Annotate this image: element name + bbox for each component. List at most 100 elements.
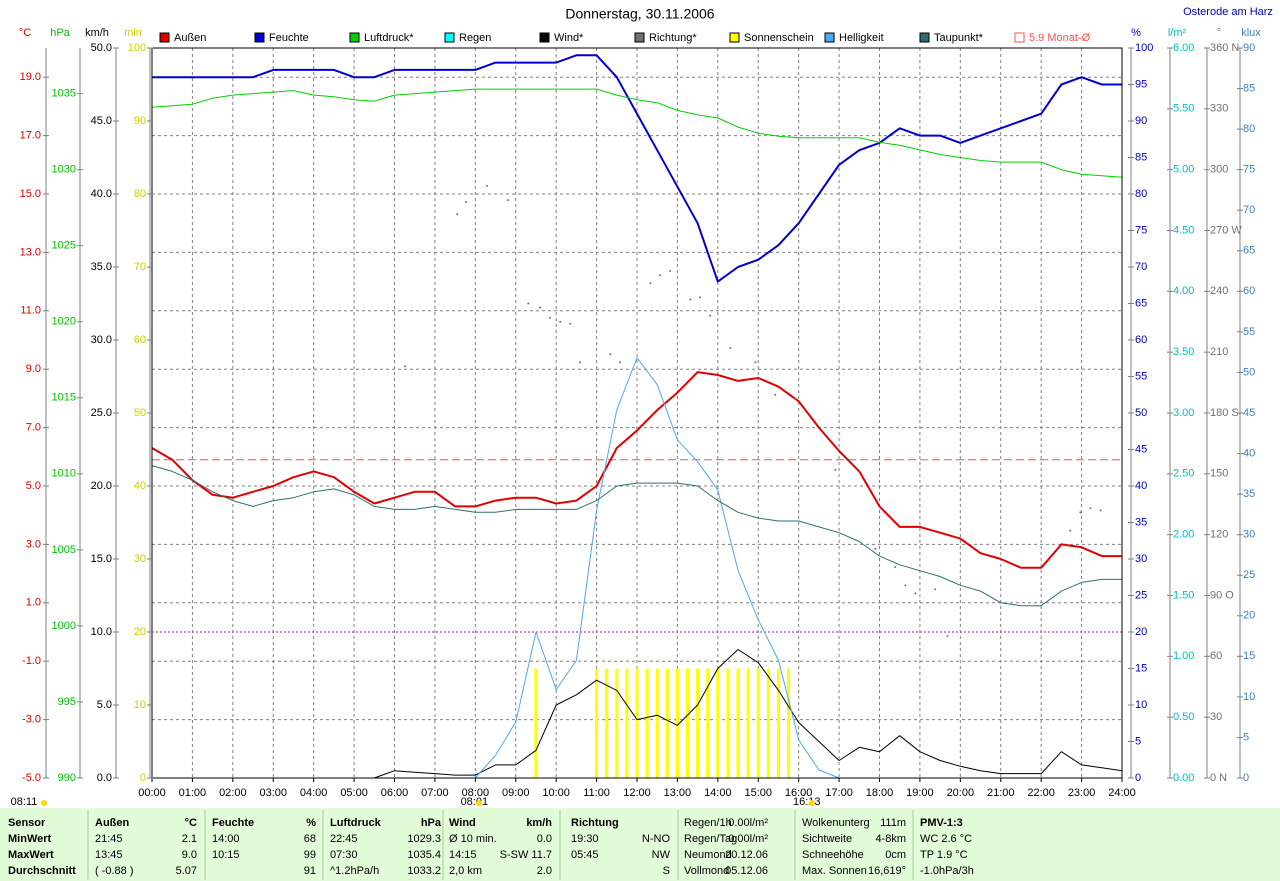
- y-tick-label: 50.0: [91, 42, 112, 54]
- y-tick-label: 13.0: [20, 246, 41, 258]
- y-tick-label: 120: [1210, 529, 1228, 541]
- y-tick-label: 5: [1135, 735, 1141, 747]
- y-tick-label: 5.0: [26, 480, 41, 492]
- y-tick-label: 1025: [52, 240, 76, 252]
- x-tick-label: 11:00: [583, 787, 610, 799]
- table-cell: MaxWert: [8, 849, 54, 861]
- axis-unit: °C: [19, 27, 31, 39]
- y-tick-label: 60: [1243, 285, 1255, 297]
- table-cell: 99: [304, 849, 316, 861]
- table-cell: 2.0: [537, 865, 552, 877]
- direction-point: [404, 365, 407, 368]
- sun-time: 16:13: [793, 796, 821, 808]
- table-cell: MinWert: [8, 833, 52, 845]
- direction-point: [904, 584, 907, 587]
- table-cell: S-SW 11.7: [500, 849, 552, 861]
- x-tick-label: 19:00: [906, 787, 934, 799]
- sun-icon: [809, 800, 815, 806]
- series-line: [151, 465, 1122, 607]
- y-tick-label: 10.0: [91, 626, 112, 638]
- table-cell: 9.0: [182, 849, 197, 861]
- x-tick-label: 05:00: [340, 787, 368, 799]
- y-tick-label: 60: [1210, 650, 1222, 662]
- table-cell: 0.0: [537, 833, 552, 845]
- chart-title: Donnerstag, 30.11.2006: [565, 6, 714, 22]
- table-cell: Luftdruck: [330, 817, 382, 829]
- x-tick-label: 24:00: [1108, 787, 1136, 799]
- direction-point: [914, 592, 917, 595]
- y-tick-label: 210: [1210, 346, 1228, 358]
- axis-unit: klux: [1241, 27, 1261, 39]
- direction-point: [649, 282, 652, 285]
- table-cell: 05.12.06: [725, 865, 768, 877]
- y-tick-label: 360 N: [1210, 42, 1239, 54]
- table-cell: 5.07: [176, 865, 197, 877]
- y-tick-label: 75: [1243, 164, 1255, 176]
- x-tick-label: 12:00: [623, 787, 651, 799]
- legend-label: 5.9 Monat-Ø: [1029, 32, 1091, 44]
- x-tick-label: 13:00: [664, 787, 692, 799]
- sunshine-bar: [615, 668, 619, 778]
- sunshine-bar: [645, 668, 649, 778]
- y-tick-label: 10: [134, 699, 146, 711]
- y-tick-label: 95: [1135, 78, 1147, 90]
- y-tick-label: 3.50: [1173, 346, 1194, 358]
- x-tick-label: 03:00: [259, 787, 287, 799]
- y-tick-label: 7.0: [26, 422, 41, 434]
- table-cell: Schneehöhe: [802, 849, 864, 861]
- y-tick-label: 80: [134, 188, 146, 200]
- y-tick-label: 60: [1135, 334, 1147, 346]
- axis-unit: %: [1131, 27, 1141, 39]
- table-cell: Sichtweite: [802, 833, 852, 845]
- y-tick-label: 50: [134, 407, 146, 419]
- y-tick-label: 25.0: [91, 407, 112, 419]
- sunshine-bar: [776, 668, 780, 778]
- legend-label: Wind*: [554, 32, 584, 44]
- sunshine-bar: [696, 668, 700, 778]
- y-tick-label: 0.50: [1173, 711, 1194, 723]
- y-tick-label: 100: [128, 42, 146, 54]
- y-tick-label: 70: [134, 261, 146, 273]
- direction-point: [669, 270, 672, 273]
- x-tick-label: 21:00: [987, 787, 1015, 799]
- table-cell: 19:30: [571, 833, 599, 845]
- x-tick-label: 22:00: [1027, 787, 1055, 799]
- direction-point: [456, 213, 459, 216]
- table-cell: 0.00l/m²: [728, 817, 768, 829]
- y-tick-label: 6.00: [1173, 42, 1194, 54]
- y-tick-label: 35: [1135, 516, 1147, 528]
- series-line: [151, 88, 1123, 178]
- y-tick-label: 10: [1243, 691, 1255, 703]
- sunshine-bar: [686, 668, 690, 778]
- direction-point: [619, 361, 622, 364]
- y-tick-label: 30: [134, 553, 146, 565]
- sunshine-bar: [726, 668, 730, 778]
- y-tick-label: 20: [1243, 610, 1255, 622]
- direction-point: [699, 296, 702, 299]
- table-cell: Regen/Tag: [684, 833, 737, 845]
- y-tick-label: 20.0: [91, 480, 112, 492]
- y-tick-label: 30: [1243, 529, 1255, 541]
- axis-unit: l/m²: [1168, 27, 1187, 39]
- x-tick-label: 17:00: [825, 787, 853, 799]
- table-cell: Wind: [449, 817, 476, 829]
- y-tick-label: 70: [1243, 204, 1255, 216]
- y-tick-label: 995: [58, 696, 76, 708]
- x-tick-label: 15:00: [744, 787, 772, 799]
- y-tick-label: 35: [1243, 488, 1255, 500]
- y-tick-label: 40: [134, 480, 146, 492]
- axis-unit: min: [124, 27, 142, 39]
- y-tick-label: 90: [1243, 42, 1255, 54]
- legend-swatch: [919, 32, 930, 43]
- y-tick-label: 1.00: [1173, 650, 1194, 662]
- y-tick-label: 65: [1243, 245, 1255, 257]
- y-tick-label: 330: [1210, 103, 1228, 115]
- y-tick-label: 30: [1210, 711, 1222, 723]
- table-cell: 1033.2: [407, 865, 441, 877]
- y-tick-label: 1020: [52, 316, 76, 328]
- y-tick-label: 2.00: [1173, 529, 1194, 541]
- legend-label: Luftdruck*: [364, 32, 414, 44]
- table-cell: 68: [304, 833, 316, 845]
- axis-unit: hPa: [50, 27, 70, 39]
